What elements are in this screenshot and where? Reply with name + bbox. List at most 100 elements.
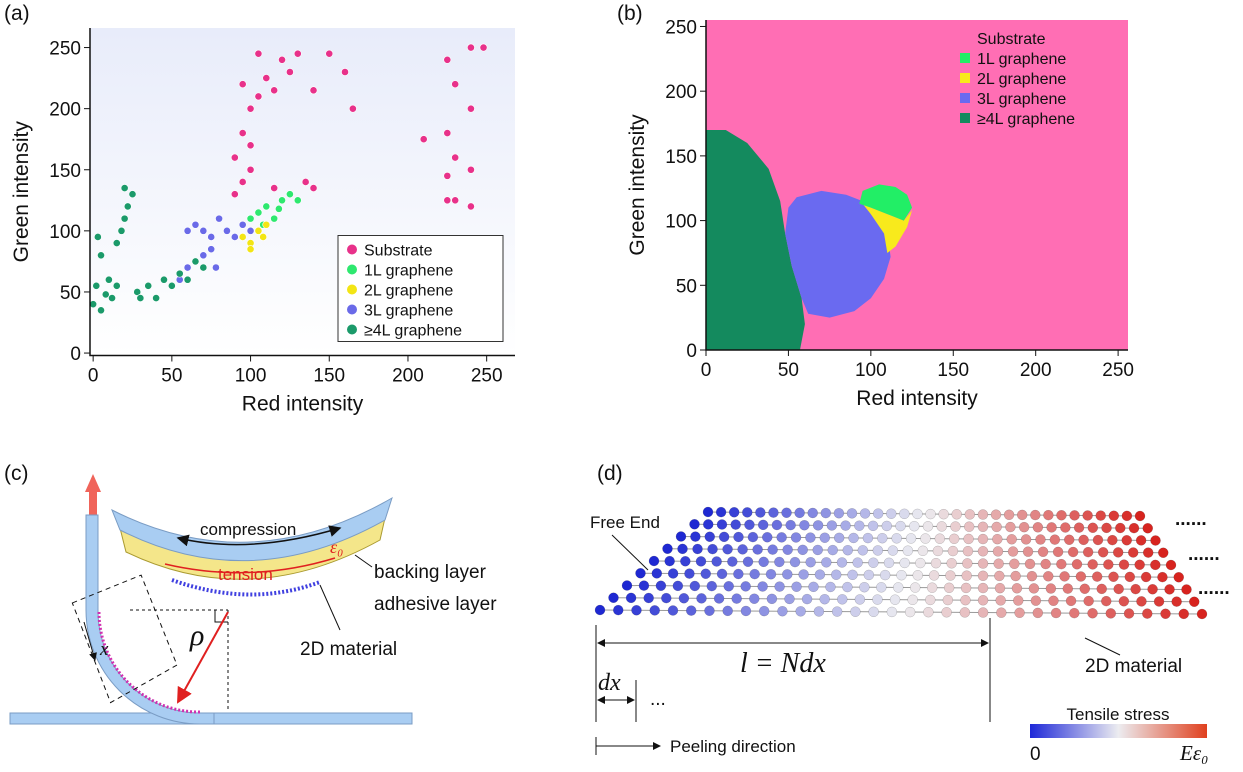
atom <box>643 592 654 604</box>
atom <box>716 519 728 530</box>
atom <box>774 556 785 568</box>
legend-label: 3L graphene <box>364 303 453 320</box>
point <box>183 275 192 284</box>
point <box>293 196 302 205</box>
atom <box>1087 608 1098 619</box>
atom <box>1123 608 1135 619</box>
atom <box>876 582 887 593</box>
y-axis-label: Green intensity <box>10 121 33 263</box>
atom <box>805 556 816 568</box>
atom <box>706 580 718 592</box>
bond <box>626 585 1187 590</box>
atom <box>872 594 883 605</box>
colorbar-min: 0 <box>1030 744 1041 765</box>
atom <box>813 606 825 617</box>
atom <box>909 520 920 532</box>
point <box>348 104 357 113</box>
atom <box>752 544 763 555</box>
point <box>278 55 286 64</box>
legend-marker <box>347 324 357 335</box>
atom <box>677 543 688 555</box>
atom <box>672 580 684 592</box>
atom <box>1173 572 1184 583</box>
atom <box>723 580 734 592</box>
atom <box>868 606 879 618</box>
atom <box>994 582 1006 594</box>
point <box>467 43 475 52</box>
atom <box>960 594 971 606</box>
atom <box>704 531 716 542</box>
x-tick-label: 150 <box>937 360 969 381</box>
atom <box>757 519 769 531</box>
tension-arrow <box>164 557 336 574</box>
atom <box>648 555 660 567</box>
compression-label: compression <box>200 520 296 539</box>
atom <box>922 521 934 532</box>
legend-marker <box>960 53 970 63</box>
point <box>451 80 460 89</box>
point <box>212 263 220 272</box>
point <box>120 184 129 192</box>
point <box>325 49 334 58</box>
atom <box>963 533 974 545</box>
atom <box>737 544 748 555</box>
atom <box>678 592 690 604</box>
atom <box>936 521 947 532</box>
atom <box>1018 521 1030 533</box>
atom <box>1067 546 1079 558</box>
pull-arrow <box>85 474 101 515</box>
y-tick-label: 250 <box>49 39 81 60</box>
x-label: x <box>99 639 109 660</box>
atom <box>854 520 865 531</box>
atom <box>744 519 755 530</box>
atom <box>594 604 606 616</box>
atom <box>1142 547 1154 558</box>
atom <box>847 569 858 581</box>
leader <box>319 584 341 631</box>
atom <box>722 543 733 555</box>
atom <box>872 545 884 556</box>
bond <box>680 536 1156 541</box>
atom <box>1118 559 1130 570</box>
point <box>270 86 279 95</box>
atom <box>848 532 859 544</box>
legend-label: ≥4L graphene <box>364 323 462 340</box>
atom <box>923 606 934 618</box>
atom <box>846 508 858 519</box>
atom <box>930 557 942 569</box>
atom <box>667 605 679 616</box>
point <box>152 294 161 302</box>
point <box>123 202 132 211</box>
atom <box>757 581 768 592</box>
atom <box>771 519 783 531</box>
point <box>207 233 216 241</box>
point <box>341 68 349 76</box>
point <box>183 226 192 235</box>
atom <box>747 531 759 543</box>
x-tick-label: 100 <box>855 360 887 381</box>
strain-label: ε₀ <box>330 537 343 557</box>
atom <box>749 593 760 604</box>
x-tick-label: 100 <box>235 366 267 387</box>
atom <box>690 531 701 542</box>
point <box>133 288 142 296</box>
atom <box>733 531 744 543</box>
point <box>254 92 263 101</box>
x-tick-label: 0 <box>88 366 99 387</box>
atom <box>1049 534 1061 545</box>
colorbar <box>1030 724 1207 738</box>
atom <box>790 532 802 543</box>
atom <box>762 531 773 543</box>
atom <box>992 546 1004 557</box>
point <box>101 290 110 299</box>
atom <box>852 557 863 568</box>
atom <box>730 519 741 530</box>
atom <box>782 569 793 580</box>
atom <box>766 593 778 605</box>
atom <box>1113 583 1124 595</box>
atom <box>867 520 879 532</box>
atom <box>1013 595 1024 606</box>
atom <box>1050 607 1062 619</box>
atom <box>1028 583 1040 594</box>
